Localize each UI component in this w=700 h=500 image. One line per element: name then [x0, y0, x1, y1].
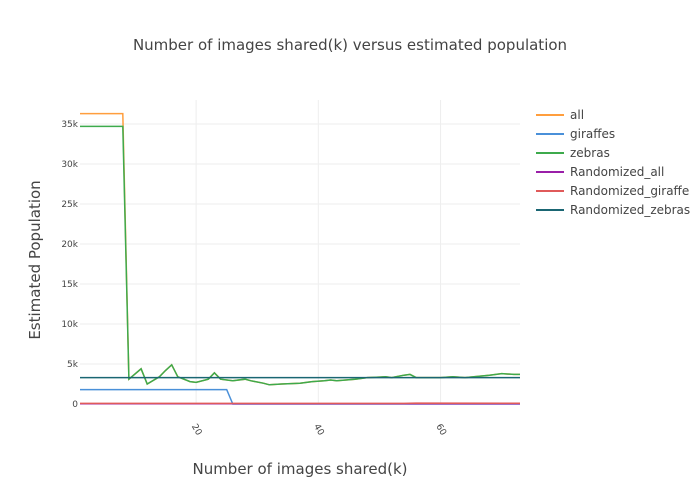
legend-label: zebras	[570, 146, 610, 160]
legend-item-giraffes[interactable]: giraffes	[536, 127, 615, 141]
legend[interactable]: all giraffes zebras Randomized_all Randomize…	[536, 108, 690, 217]
legend-label: Randomized_giraffe	[570, 184, 689, 198]
y-axis-title: Estimated Population	[26, 180, 44, 339]
x-axis-ticks: 20 40 60	[189, 423, 448, 438]
legend-label: giraffes	[570, 127, 615, 141]
y-tick-label: 30k	[61, 160, 78, 170]
y-tick-label: 20k	[61, 240, 78, 250]
legend-label: Randomized_all	[570, 165, 664, 179]
legend-label: Randomized_zebras	[570, 203, 690, 217]
legend-label: all	[570, 108, 584, 122]
y-tick-label: 5k	[67, 360, 79, 370]
legend-item-randomized-zebras[interactable]: Randomized_zebras	[536, 203, 690, 217]
x-tick-label: 60	[433, 423, 448, 438]
legend-item-zebras[interactable]: zebras	[536, 146, 610, 160]
y-tick-label: 10k	[61, 320, 78, 330]
x-tick-label: 40	[311, 423, 326, 438]
y-tick-label: 15k	[61, 280, 78, 290]
series-line-zebras	[80, 125, 520, 386]
y-tick-label: 0	[72, 400, 78, 410]
y-axis-ticks: 0 5k 10k 15k 20k 25k 30k 35k	[61, 120, 78, 410]
series-line-giraffes	[80, 388, 520, 405]
y-tick-label: 25k	[61, 200, 78, 210]
legend-item-randomized-giraffe[interactable]: Randomized_giraffe	[536, 184, 689, 198]
grid	[80, 100, 520, 405]
chart-title: Number of images shared(k) versus estima…	[133, 36, 567, 54]
series-line-all	[80, 112, 520, 386]
x-axis-title: Number of images shared(k)	[192, 460, 407, 478]
series-lines	[80, 112, 521, 405]
legend-item-all[interactable]: all	[536, 108, 584, 122]
x-tick-label: 20	[189, 423, 204, 438]
legend-item-randomized-all[interactable]: Randomized_all	[536, 165, 664, 179]
y-tick-label: 35k	[61, 120, 78, 130]
